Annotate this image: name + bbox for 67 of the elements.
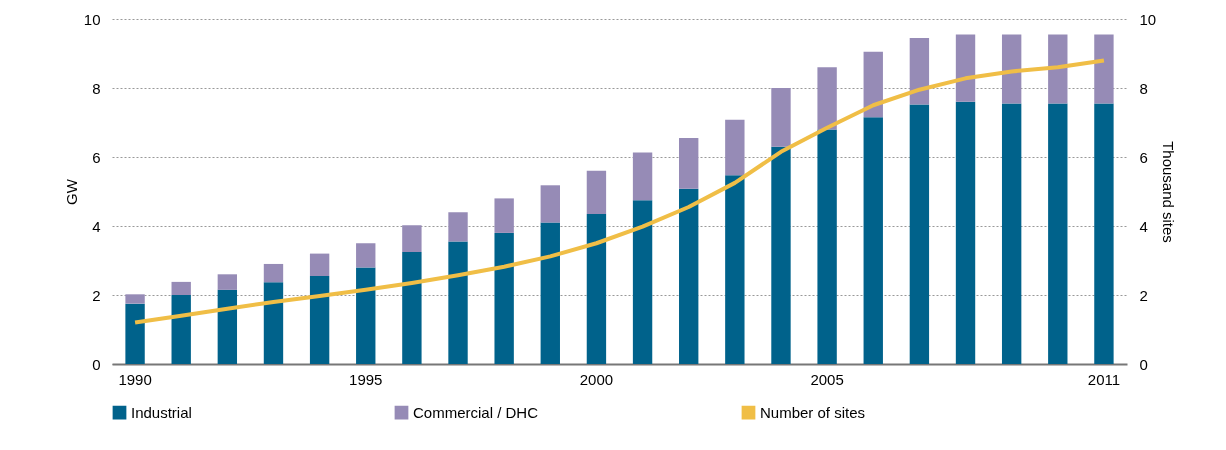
bar	[1094, 34, 1114, 104]
bar	[402, 251, 422, 364]
bar	[309, 276, 330, 364]
bar	[586, 213, 607, 364]
bar	[309, 253, 330, 277]
y2-tick-label: 6	[1139, 148, 1148, 166]
bar	[540, 185, 560, 223]
y2-tick-label: 2	[1139, 286, 1148, 304]
y-tick-label: 2	[92, 286, 101, 304]
bar	[125, 303, 145, 364]
bar	[955, 34, 976, 102]
bar	[955, 101, 976, 364]
bar	[217, 289, 238, 364]
y-tick-label: 4	[92, 217, 101, 235]
legend-label: Commercial / DHC	[413, 403, 539, 421]
bar	[217, 274, 238, 290]
y2-axis-title: Thousand sites	[1160, 141, 1178, 243]
x-tick-label: 2011	[1087, 370, 1121, 388]
bar	[817, 129, 837, 364]
bar	[725, 175, 745, 364]
bar	[263, 282, 284, 364]
bar	[679, 138, 699, 189]
y-tick-label: 0	[92, 355, 101, 373]
x-tick-label: 1990	[118, 370, 152, 388]
bar	[863, 51, 883, 118]
bar	[356, 267, 376, 364]
bar	[171, 295, 191, 364]
bar	[125, 294, 145, 304]
bar	[356, 243, 376, 268]
y2-tick-label: 10	[1139, 10, 1157, 28]
bar	[586, 170, 607, 214]
bar	[817, 67, 837, 130]
bar	[863, 117, 883, 364]
bar	[540, 222, 560, 364]
line-series	[133, 58, 1106, 325]
y-axis-title: GW	[62, 178, 80, 205]
bar	[771, 146, 791, 364]
bar	[1094, 103, 1114, 364]
bar	[725, 119, 745, 176]
bar	[909, 104, 930, 364]
bar	[771, 88, 791, 147]
bar	[494, 232, 514, 364]
bar	[448, 241, 468, 364]
bar	[632, 200, 653, 364]
y-tick-label: 6	[92, 148, 101, 166]
x-tick-label: 2000	[579, 370, 614, 388]
bar	[1048, 103, 1068, 364]
bar	[1001, 103, 1022, 364]
x-tick-label: 1995	[349, 370, 383, 388]
x-tick-label: 2005	[810, 370, 844, 388]
bar	[494, 198, 514, 233]
y2-tick-label: 8	[1139, 79, 1148, 97]
bar	[632, 152, 653, 201]
legend-label: Number of sites	[760, 403, 866, 421]
bar	[171, 281, 191, 295]
bar	[402, 225, 422, 252]
bar	[263, 263, 284, 283]
bar	[679, 188, 699, 364]
y2-tick-label: 4	[1139, 217, 1148, 235]
y2-tick-label: 0	[1139, 355, 1148, 373]
y-tick-label: 10	[83, 10, 101, 28]
y-tick-label: 8	[92, 79, 101, 97]
bar	[448, 212, 468, 242]
bar	[1001, 34, 1022, 104]
bar	[909, 37, 930, 105]
bar	[1048, 34, 1068, 104]
legend-label: Industrial	[131, 403, 192, 421]
